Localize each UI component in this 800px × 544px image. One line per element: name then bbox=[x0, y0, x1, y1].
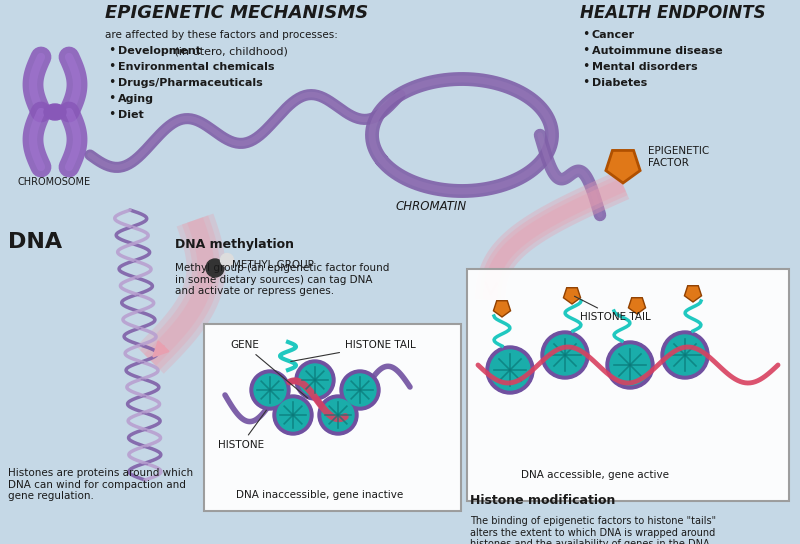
Text: Mental disorders: Mental disorders bbox=[592, 62, 698, 72]
Text: •: • bbox=[108, 44, 115, 57]
Circle shape bbox=[206, 259, 224, 277]
Text: Histones are proteins around which
DNA can wind for compaction and
gene regulati: Histones are proteins around which DNA c… bbox=[8, 468, 193, 501]
Text: •: • bbox=[582, 76, 590, 89]
Text: Aging: Aging bbox=[118, 94, 154, 104]
Text: HISTONE: HISTONE bbox=[218, 410, 266, 450]
Text: HEALTH ENDPOINTS: HEALTH ENDPOINTS bbox=[580, 4, 766, 22]
Text: HISTONE TAIL: HISTONE TAIL bbox=[290, 340, 416, 362]
Text: Cancer: Cancer bbox=[592, 30, 635, 40]
Text: are affected by these factors and processes:: are affected by these factors and proces… bbox=[105, 30, 338, 40]
Text: EPIGENETIC MECHANISMS: EPIGENETIC MECHANISMS bbox=[105, 4, 368, 22]
Circle shape bbox=[545, 335, 585, 375]
Circle shape bbox=[221, 254, 234, 267]
Circle shape bbox=[340, 370, 380, 410]
Circle shape bbox=[318, 395, 358, 435]
Circle shape bbox=[490, 350, 530, 390]
Circle shape bbox=[665, 335, 705, 375]
Text: METHYL GROUP: METHYL GROUP bbox=[232, 260, 314, 270]
Polygon shape bbox=[494, 301, 510, 317]
Circle shape bbox=[606, 341, 654, 389]
Polygon shape bbox=[606, 151, 640, 183]
FancyBboxPatch shape bbox=[204, 324, 461, 511]
Text: DNA: DNA bbox=[8, 232, 62, 252]
Text: Diabetes: Diabetes bbox=[592, 78, 647, 88]
Circle shape bbox=[541, 331, 589, 379]
Text: The binding of epigenetic factors to histone "tails"
alters the extent to which : The binding of epigenetic factors to his… bbox=[470, 516, 716, 544]
Text: Environmental chemicals: Environmental chemicals bbox=[118, 62, 274, 72]
Text: •: • bbox=[108, 76, 115, 89]
Text: Methyl group (an epigenetic factor found
in some dietary sources) can tag DNA
an: Methyl group (an epigenetic factor found… bbox=[175, 263, 390, 296]
Text: •: • bbox=[582, 28, 590, 41]
Text: Histone modification: Histone modification bbox=[470, 494, 615, 507]
Polygon shape bbox=[563, 288, 581, 304]
Text: CHROMATIN: CHROMATIN bbox=[395, 200, 466, 213]
Polygon shape bbox=[685, 286, 702, 302]
Circle shape bbox=[250, 370, 290, 410]
Text: Autoimmune disease: Autoimmune disease bbox=[592, 46, 722, 56]
Circle shape bbox=[661, 331, 709, 379]
Circle shape bbox=[344, 374, 376, 406]
Text: DNA methylation: DNA methylation bbox=[175, 238, 294, 251]
Circle shape bbox=[299, 364, 331, 396]
Text: •: • bbox=[108, 108, 115, 121]
Text: Development: Development bbox=[118, 46, 201, 56]
Text: CHROMOSOME: CHROMOSOME bbox=[18, 177, 91, 187]
Circle shape bbox=[486, 346, 534, 394]
Polygon shape bbox=[629, 298, 646, 314]
Text: •: • bbox=[582, 44, 590, 57]
Text: Diet: Diet bbox=[118, 110, 144, 120]
Text: •: • bbox=[108, 60, 115, 73]
Text: HISTONE TAIL: HISTONE TAIL bbox=[574, 296, 650, 322]
FancyBboxPatch shape bbox=[467, 269, 789, 501]
Text: DNA accessible, gene active: DNA accessible, gene active bbox=[521, 470, 669, 480]
Text: EPIGENETIC
FACTOR: EPIGENETIC FACTOR bbox=[648, 146, 710, 168]
Text: Drugs/Pharmaceuticals: Drugs/Pharmaceuticals bbox=[118, 78, 262, 88]
Circle shape bbox=[273, 395, 313, 435]
Circle shape bbox=[277, 399, 309, 431]
Text: DNA inaccessible, gene inactive: DNA inaccessible, gene inactive bbox=[236, 490, 404, 500]
Ellipse shape bbox=[44, 104, 66, 120]
Text: (in utero, childhood): (in utero, childhood) bbox=[171, 46, 288, 56]
Circle shape bbox=[295, 360, 335, 400]
Text: •: • bbox=[582, 60, 590, 73]
Circle shape bbox=[610, 345, 650, 385]
Text: •: • bbox=[108, 92, 115, 105]
Circle shape bbox=[322, 399, 354, 431]
Circle shape bbox=[254, 374, 286, 406]
Text: GENE: GENE bbox=[230, 340, 308, 398]
